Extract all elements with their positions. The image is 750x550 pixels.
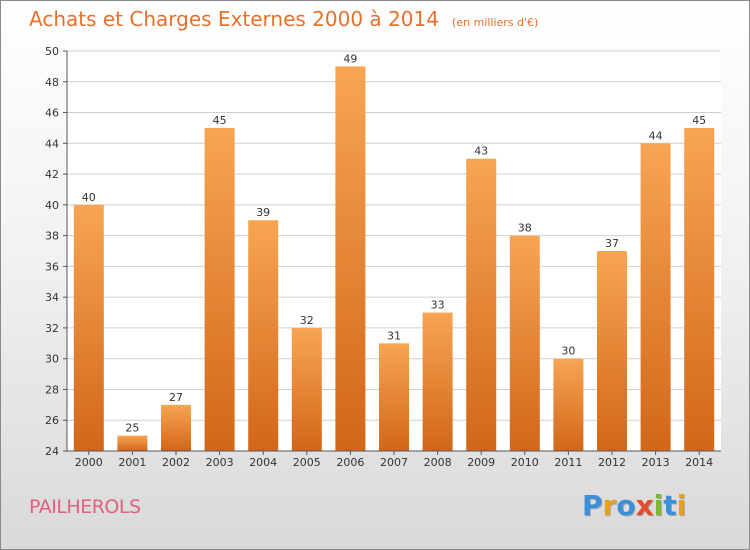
y-tick-label: 40 [45,199,59,212]
logo-letter: x [635,489,654,522]
y-tick-label: 38 [45,230,59,243]
y-tick-label: 28 [45,383,59,396]
data-label-2003: 45 [213,114,227,127]
x-tick-label-2013: 2013 [642,456,670,469]
y-tick-label: 32 [45,322,59,335]
proxiti-logo: Proxiti [582,489,686,522]
x-tick-label-2011: 2011 [554,456,582,469]
y-tick-label: 24 [45,445,59,458]
bar-2004 [248,220,279,451]
data-label-2007: 31 [387,329,401,342]
y-tick-label: 42 [45,168,59,181]
logo-letter: o [616,489,636,522]
x-tick-label-2000: 2000 [75,456,103,469]
data-label-2014: 45 [692,114,706,127]
data-label-2009: 43 [474,145,488,158]
commune-name: PAILHEROLS [29,496,141,518]
data-label-2008: 33 [431,299,445,312]
y-tick-label: 46 [45,107,59,120]
data-label-2006: 49 [343,52,357,65]
bar-2007 [379,343,409,451]
logo-letter: t [663,489,677,522]
y-tick-label: 26 [45,414,59,427]
data-label-2010: 38 [518,222,532,235]
x-tick-label-2010: 2010 [511,456,539,469]
title-row: Achats et Charges Externes 2000 à 2014 (… [29,7,538,31]
bar-2002 [161,404,191,451]
bar-2000 [73,204,104,451]
bar-2003 [204,127,235,451]
data-label-2000: 40 [82,191,96,204]
bar-2010 [509,235,540,451]
bar-2013 [640,143,671,452]
x-tick-label-2005: 2005 [293,456,321,469]
x-tick-label-2002: 2002 [162,456,190,469]
y-tick-label: 50 [45,45,59,58]
bar-2009 [466,158,497,451]
data-label-2012: 37 [605,237,619,250]
y-tick-label: 34 [45,291,59,304]
bar-2006 [335,66,366,451]
x-tick-label-2001: 2001 [118,456,146,469]
x-tick-label-2009: 2009 [467,456,495,469]
bar-2014 [684,127,715,451]
bar-2005 [291,327,322,451]
logo-letter: r [602,489,617,522]
bar-2012 [597,251,627,451]
x-tick-label-2004: 2004 [249,456,277,469]
y-tick-label: 36 [45,260,59,273]
y-tick-label: 44 [45,137,59,150]
chart-subtitle: (en milliers d'€) [452,16,539,29]
x-tick-label-2008: 2008 [424,456,452,469]
x-tick-label-2003: 2003 [206,456,234,469]
logo-letter: P [582,489,603,522]
y-tick-label: 30 [45,353,59,366]
bar-2011 [553,358,584,451]
bar-2001 [117,435,148,451]
x-tick-label-2014: 2014 [685,456,713,469]
data-label-2002: 27 [169,391,183,404]
data-label-2001: 25 [125,422,139,435]
data-label-2011: 30 [561,345,575,358]
data-label-2013: 44 [649,129,663,142]
y-tick-label: 48 [45,76,59,89]
x-tick-label-2012: 2012 [598,456,626,469]
logo-letter: i [653,489,664,522]
bar-2008 [422,312,453,451]
data-label-2005: 32 [300,314,314,327]
x-tick-label-2007: 2007 [380,456,408,469]
x-tick-label-2006: 2006 [336,456,364,469]
chart-title: Achats et Charges Externes 2000 à 2014 [29,7,439,31]
logo-letter: i [676,489,687,522]
data-label-2004: 39 [256,206,270,219]
